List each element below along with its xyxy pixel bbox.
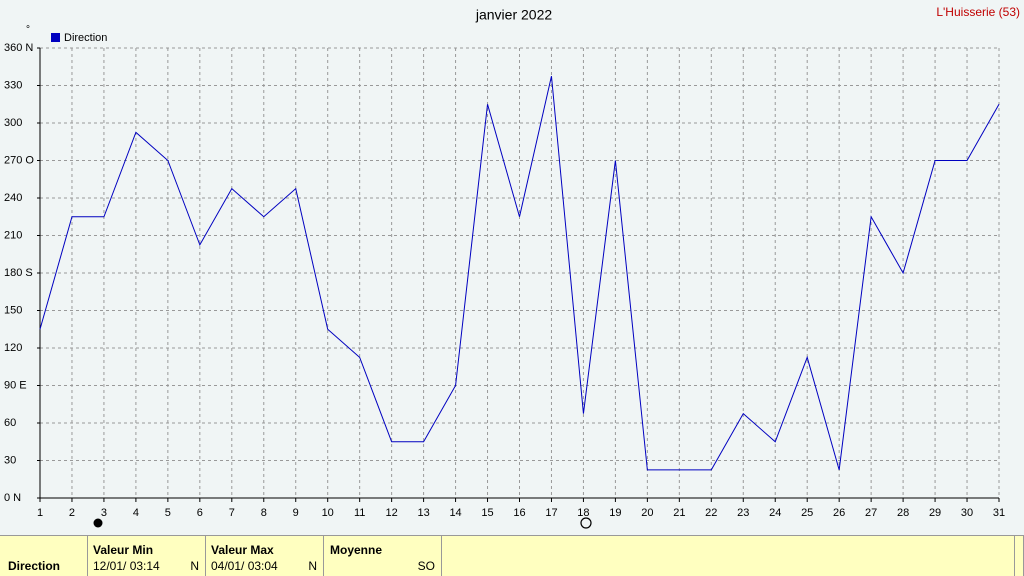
y-tick-label: 150 (4, 304, 22, 316)
y-tick-label: 360 N (4, 42, 33, 54)
y-tick-label: 300 (4, 117, 22, 129)
y-tick-label: 240 (4, 192, 22, 204)
cell (1014, 536, 1024, 576)
date: 12/01/ 03:14 (93, 559, 160, 573)
x-tick-label: 20 (641, 507, 653, 519)
data-line (39, 76, 1000, 471)
y-tick-label: 270 O (4, 154, 34, 166)
max-marker (580, 517, 592, 529)
x-tick-label: 26 (833, 507, 845, 519)
x-tick-label: 23 (737, 507, 749, 519)
y-tick-label: 30 (4, 454, 16, 466)
x-tick-label: 18 (577, 507, 589, 519)
cell: Valeur Max 04/01/ 03:04 N (206, 536, 324, 576)
min-marker (93, 518, 103, 528)
y-tick-label: 120 (4, 342, 22, 354)
x-tick-label: 28 (897, 507, 909, 519)
x-tick-label: 24 (769, 507, 781, 519)
header: Valeur Min (93, 543, 154, 557)
x-tick-label: 14 (449, 507, 461, 519)
x-tick-label: 31 (993, 507, 1005, 519)
x-tick-label: 2 (69, 507, 75, 519)
cell: Direction (0, 536, 88, 576)
dir: N (308, 559, 317, 573)
x-tick-label: 25 (801, 507, 813, 519)
x-tick-label: 4 (133, 507, 139, 519)
x-tick-label: 5 (165, 507, 171, 519)
dir: N (190, 559, 199, 573)
row-label: Direction (8, 559, 61, 573)
x-tick-label: 9 (293, 507, 299, 519)
x-tick-label: 19 (609, 507, 621, 519)
x-tick-label: 16 (513, 507, 525, 519)
x-tick-label: 1 (37, 507, 43, 519)
cell: Valeur Min 12/01/ 03:14 N (88, 536, 206, 576)
x-tick-label: 27 (865, 507, 877, 519)
x-tick-label: 6 (197, 507, 203, 519)
x-tick-label: 11 (354, 507, 365, 519)
x-tick-label: 3 (101, 507, 107, 519)
x-tick-label: 21 (673, 507, 685, 519)
y-tick-label: 90 E (4, 379, 27, 391)
header: Moyenne (330, 543, 383, 557)
x-tick-label: 15 (481, 507, 493, 519)
chart: janvier 2022 L'Huisserie (53) ° Directio… (4, 5, 1020, 529)
y-tick-label: 60 (4, 417, 16, 429)
chart-title: janvier 2022 (475, 7, 552, 23)
y-tick-label: 180 S (4, 267, 33, 279)
x-tick-label: 12 (386, 507, 398, 519)
y-tick-label: 210 (4, 229, 22, 241)
cell: Moyenne SO (324, 536, 442, 576)
legend-label: Direction (64, 32, 107, 44)
x-tick-label: 7 (229, 507, 235, 519)
station: L'Huisserie (53) (936, 5, 1020, 19)
y-tick-label: 330 (4, 79, 22, 91)
x-tick-label: 30 (961, 507, 973, 519)
date: 04/01/ 03:04 (211, 559, 278, 573)
x-tick-label: 13 (417, 507, 429, 519)
x-tick-label: 29 (929, 507, 941, 519)
header: Valeur Max (211, 543, 274, 557)
summary-table: Direction Valeur Min 12/01/ 03:14 N Vale… (0, 535, 1024, 576)
y-tick-label: 0 N (4, 492, 21, 504)
x-tick-label: 10 (322, 507, 334, 519)
unit: ° (26, 25, 30, 36)
x-tick-label: 17 (545, 507, 557, 519)
dir: SO (417, 559, 435, 573)
x-tick-label: 22 (705, 507, 717, 519)
x-tick-label: 8 (261, 507, 267, 519)
legend-swatch (51, 33, 60, 42)
